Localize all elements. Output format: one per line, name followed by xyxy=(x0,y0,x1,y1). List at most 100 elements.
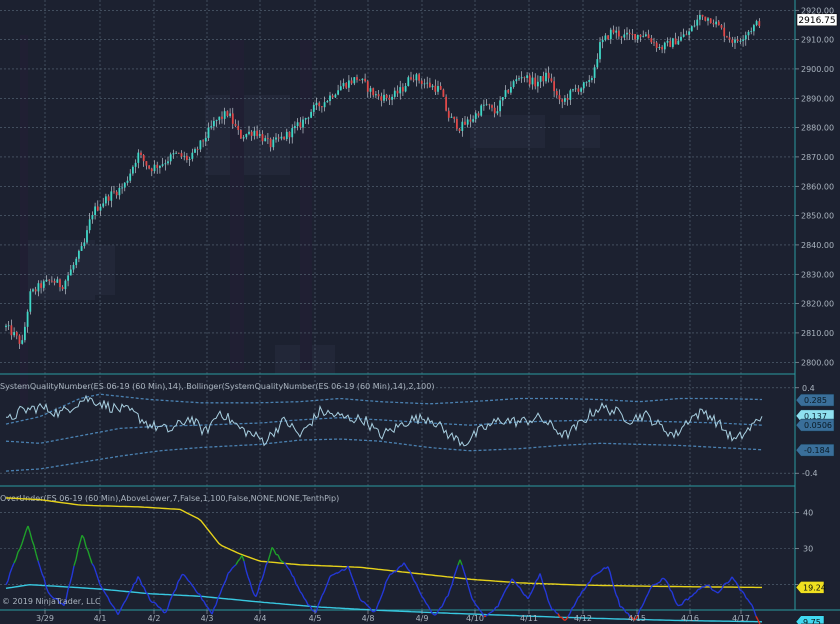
overunder-panel[interactable]: OverUnder(ES 06-19 (60 Min),AboveLower,7… xyxy=(0,494,826,624)
overunder-oscillator-segment xyxy=(297,586,301,592)
candle-up xyxy=(615,30,618,33)
candle-up xyxy=(510,86,512,93)
candle-up xyxy=(348,80,350,88)
candle-up xyxy=(609,29,612,40)
overunder-oscillator-segment xyxy=(603,567,607,570)
overunder-oscillator-segment xyxy=(225,573,229,581)
overunder-oscillator-segment xyxy=(733,579,737,583)
overunder-oscillator-segment xyxy=(615,594,619,599)
candle-down xyxy=(51,280,53,282)
overunder-oscillator-segment xyxy=(117,610,121,616)
candle-up xyxy=(663,42,666,50)
candle-up xyxy=(72,264,75,270)
candle-down xyxy=(704,16,707,21)
last-price-badge xyxy=(796,13,838,27)
candle-up xyxy=(285,131,288,140)
candle-up xyxy=(69,269,72,276)
candle-up xyxy=(539,76,542,82)
overunder-oscillator-segment xyxy=(493,606,497,611)
overunder-oscillator-segment xyxy=(621,606,625,610)
candle-up xyxy=(715,21,717,25)
overunder-oscillator-segment xyxy=(265,561,269,566)
candle-down xyxy=(456,118,458,129)
overunder-oscillator-segment xyxy=(131,583,135,590)
candle-down xyxy=(366,81,369,92)
candle-up xyxy=(329,95,331,102)
candle-down xyxy=(221,116,223,119)
overunder-oscillator-segment xyxy=(633,618,637,621)
sqn-panel[interactable]: SystemQualityNumber(ES 06-19 (60 Min),14… xyxy=(0,382,835,478)
overunder-oscillator-segment xyxy=(721,584,725,589)
candle-down xyxy=(231,113,234,124)
price-panel[interactable]: 2920.00 2910.00 2900.00 2890.00 2880.00 2870.… xyxy=(5,6,838,367)
price-axis-label: 2800.00 xyxy=(801,358,834,367)
candle-up xyxy=(353,77,356,84)
overunder-oscillator-segment xyxy=(549,604,553,610)
overunder-oscillator-segment xyxy=(455,564,459,572)
overunder-oscillator-segment xyxy=(107,597,111,603)
sqn-axis-label: 0.4 xyxy=(802,384,815,393)
candle-down xyxy=(107,196,110,201)
overunder-oscillator-segment xyxy=(383,581,387,590)
candle-down xyxy=(256,130,258,136)
overunder-oscillator-segment xyxy=(109,601,113,606)
overunder-oscillator-segment xyxy=(337,570,341,574)
candle-down xyxy=(477,113,480,116)
overunder-oscillator-segment xyxy=(453,570,457,578)
overunder-oscillator-segment xyxy=(411,575,415,581)
candle-up xyxy=(83,242,86,247)
time-axis[interactable]: 3/29 4/1 4/2 4/3 4/4 4/5 4/8 4/9 4/10 4/11 4/12 4/1… xyxy=(36,610,750,623)
last-price-label: 2916.75 xyxy=(798,16,835,26)
candle-down xyxy=(620,36,623,38)
candle-up xyxy=(296,122,299,127)
time-axis-label: 4/10 xyxy=(466,614,484,623)
candle-up xyxy=(431,85,434,88)
overunder-oscillator-segment xyxy=(27,525,31,533)
overunder-oscillator-segment xyxy=(425,602,429,607)
candle-down xyxy=(115,191,118,196)
candle-up xyxy=(161,164,164,166)
candle-down xyxy=(48,279,51,281)
candle-down xyxy=(350,80,353,84)
overunder-oscillator-segment xyxy=(415,583,419,589)
candle-down xyxy=(402,87,404,92)
overunder-oscillator-segment xyxy=(155,603,159,608)
overunder-oscillator-segment xyxy=(89,557,93,564)
overunder-oscillator-segment xyxy=(257,583,261,592)
overunder-oscillator-segment xyxy=(609,571,613,581)
candle-up xyxy=(291,128,294,138)
overunder-oscillator-segment xyxy=(145,592,149,596)
candle-down xyxy=(561,99,564,102)
overunder-oscillator-segment xyxy=(643,597,647,603)
candle-up xyxy=(564,98,566,102)
candle-down xyxy=(202,140,204,142)
candle-up xyxy=(593,67,596,78)
candle-up xyxy=(80,246,83,251)
overunder-oscillator-segment xyxy=(665,580,669,584)
candle-down xyxy=(434,85,437,92)
sqn-axis[interactable]: 0.4 -0.4 xyxy=(795,384,818,478)
overunder-oscillator-segment xyxy=(331,573,335,576)
overunder-oscillator-segment xyxy=(279,558,283,563)
overunder-oscillator-segment xyxy=(203,601,207,606)
overunder-oscillator-segment xyxy=(283,562,287,566)
overunder-oscillator-segment xyxy=(199,593,203,600)
overunder-oscillator-segment xyxy=(583,586,587,591)
candle-down xyxy=(53,281,56,283)
candle-up xyxy=(504,90,507,98)
candle-up xyxy=(5,325,7,328)
price-axis[interactable]: 2920.00 2910.00 2900.00 2890.00 2880.00 2870.… xyxy=(795,6,834,367)
overunder-oscillator-segment xyxy=(127,591,131,596)
overunder-oscillator-segment xyxy=(259,579,263,584)
overunder-oscillator-segment xyxy=(687,596,691,601)
overunder-oscillator-segment xyxy=(591,574,595,578)
overunder-oscillator-segment xyxy=(113,606,117,612)
overunder-oscillator-segment xyxy=(281,561,285,564)
overunder-oscillator-segment xyxy=(461,564,465,572)
overunder-oscillator-segment xyxy=(617,598,621,608)
candle-up xyxy=(315,102,318,106)
overunder-oscillator-segment xyxy=(325,581,329,588)
shade-block xyxy=(470,115,545,148)
overunder-oscillator-segment xyxy=(261,572,265,580)
